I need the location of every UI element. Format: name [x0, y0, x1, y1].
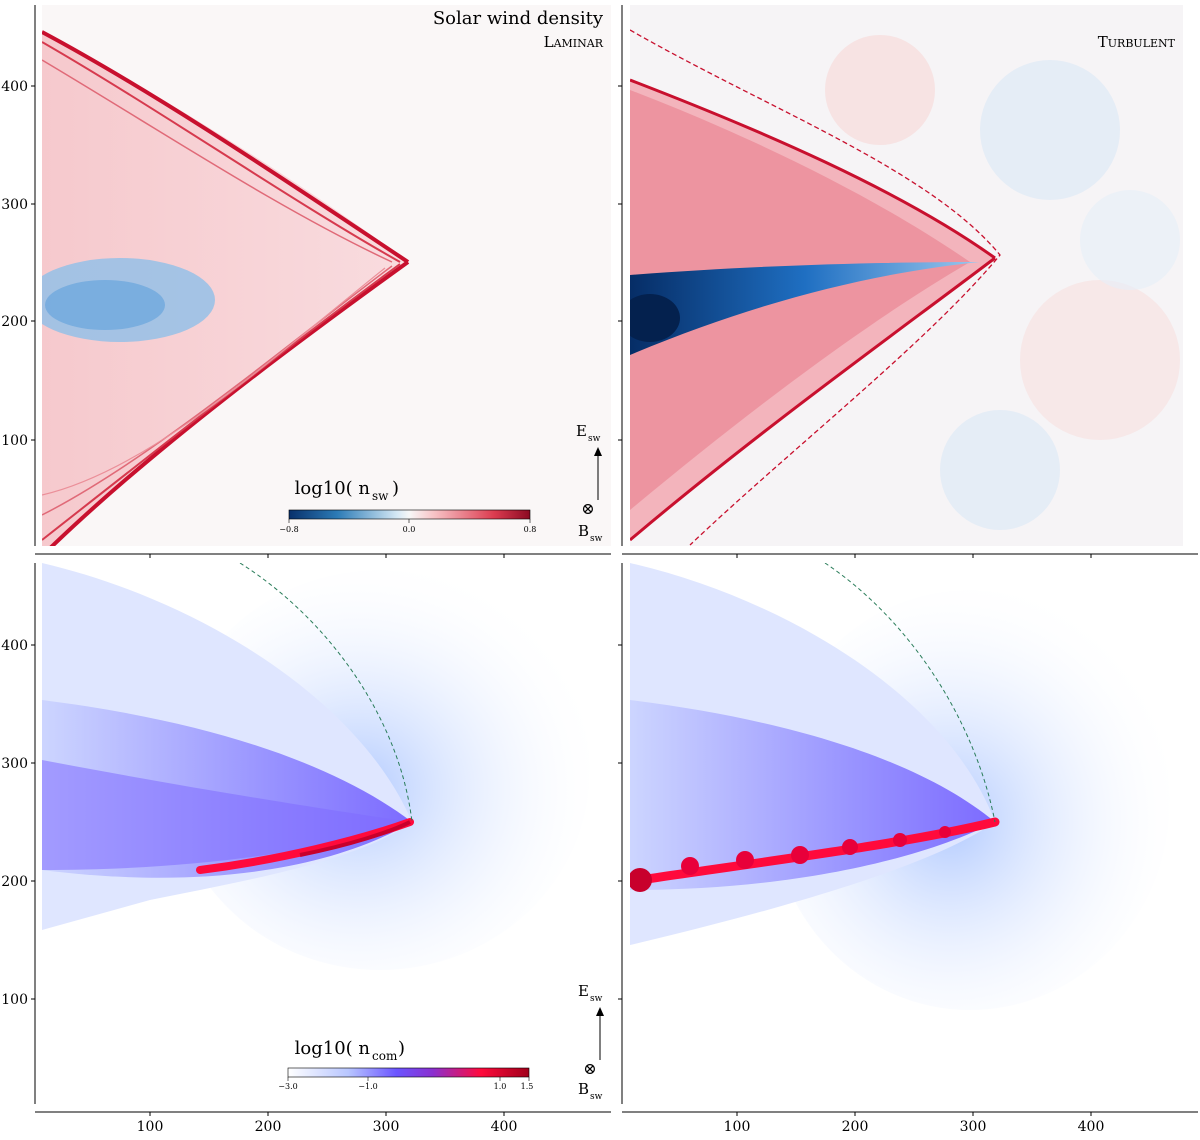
y-tick-top-100: 100 [1, 433, 28, 449]
e-field-label: E [576, 422, 587, 440]
b-field-sub-bottom: sw [590, 1092, 603, 1102]
b-field-label-bottom: B [578, 1080, 589, 1098]
field-vectors-bottom: E sw ⊗ B sw [578, 982, 604, 1102]
y-tick-top-300: 300 [1, 197, 28, 213]
colorbar-bottom-label-prefix: log10( n [295, 1038, 371, 1059]
e-field-label-bottom: E [578, 982, 589, 1000]
panel-label-laminar: Laminar [544, 33, 604, 51]
e-field-sub: sw [588, 434, 601, 444]
colorbar-top-tick-max: 0.8 [524, 525, 537, 534]
panel-label-turbulent: Turbulent [1098, 33, 1176, 51]
y-tick-bottom-300: 300 [1, 756, 28, 772]
panel-bottom-right [630, 563, 1183, 1104]
figure-title: Solar wind density [433, 8, 604, 29]
shock-contour-dashed [630, 29, 1001, 546]
y-tick-top-200: 200 [1, 314, 28, 330]
x-tick-left-400: 400 [491, 1119, 518, 1135]
y-tick-top-400: 400 [1, 79, 28, 95]
colorbar-bottom-tick-2: −1.0 [358, 1082, 377, 1091]
x-tick-left-100: 100 [137, 1119, 164, 1135]
axes [31, 5, 1198, 1116]
x-tick-right-300: 300 [960, 1119, 987, 1135]
colorbar-top-gradient [288, 509, 531, 520]
field-vectors-top: E sw ⊗ B sw [576, 422, 603, 544]
x-tick-labels: 100 200 300 400 100 200 300 400 [137, 1119, 1105, 1135]
colorbar-bottom-tick-3: 1.0 [494, 1082, 507, 1091]
x-tick-left-300: 300 [373, 1119, 400, 1135]
y-tick-labels: 400 300 200 100 400 300 200 100 [1, 79, 28, 1008]
b-field-label: B [578, 522, 589, 540]
magnetopause-contour-dashed [239, 563, 413, 823]
colorbar-bottom-label-sub: com [372, 1049, 398, 1063]
colorbar-top-label-suffix: ) [392, 478, 399, 499]
y-tick-bottom-400: 400 [1, 638, 28, 654]
colorbar-bottom-label-suffix: ) [398, 1038, 405, 1059]
colorbar-comet: log10( n com ) −3.0 −1.0 1.0 1.5 [278, 1038, 533, 1091]
x-tick-left-200: 200 [255, 1119, 282, 1135]
colorbar-top-label-prefix: log10( n [295, 478, 371, 499]
y-tick-bottom-200: 200 [1, 874, 28, 890]
colorbar-top-tick-min: −0.8 [279, 525, 298, 534]
e-field-sub-bottom: sw [590, 994, 603, 1004]
b-field-symbol: ⊗ [581, 499, 594, 518]
magnetopause-contour-dashed-right [824, 563, 996, 823]
panel-top-left-laminar: Solar wind density Laminar log10( n sw )… [42, 5, 611, 546]
colorbar-solar-wind: log10( n sw ) −0.8 0.0 0.8 [279, 478, 536, 534]
colorbar-top-tick-mid: 0.0 [403, 525, 416, 534]
x-tick-right-100: 100 [724, 1119, 751, 1135]
panel-bottom-left: log10( n com ) −3.0 −1.0 1.0 1.5 E sw ⊗ … [42, 563, 611, 1104]
colorbar-bottom-gradient [287, 1067, 530, 1078]
colorbar-bottom-tick-1: −3.0 [278, 1082, 297, 1091]
x-tick-right-400: 400 [1078, 1119, 1105, 1135]
b-field-sub: sw [590, 534, 603, 544]
panel-top-right-turbulent: Turbulent [630, 5, 1183, 546]
e-field-arrow-head-bottom [596, 1007, 604, 1016]
colorbar-top-label-sub: sw [372, 489, 389, 503]
e-field-arrow-head [594, 447, 602, 456]
x-tick-right-200: 200 [842, 1119, 869, 1135]
b-field-symbol-bottom: ⊗ [583, 1059, 596, 1078]
y-tick-bottom-100: 100 [1, 992, 28, 1008]
colorbar-bottom-tick-4: 1.5 [521, 1082, 534, 1091]
